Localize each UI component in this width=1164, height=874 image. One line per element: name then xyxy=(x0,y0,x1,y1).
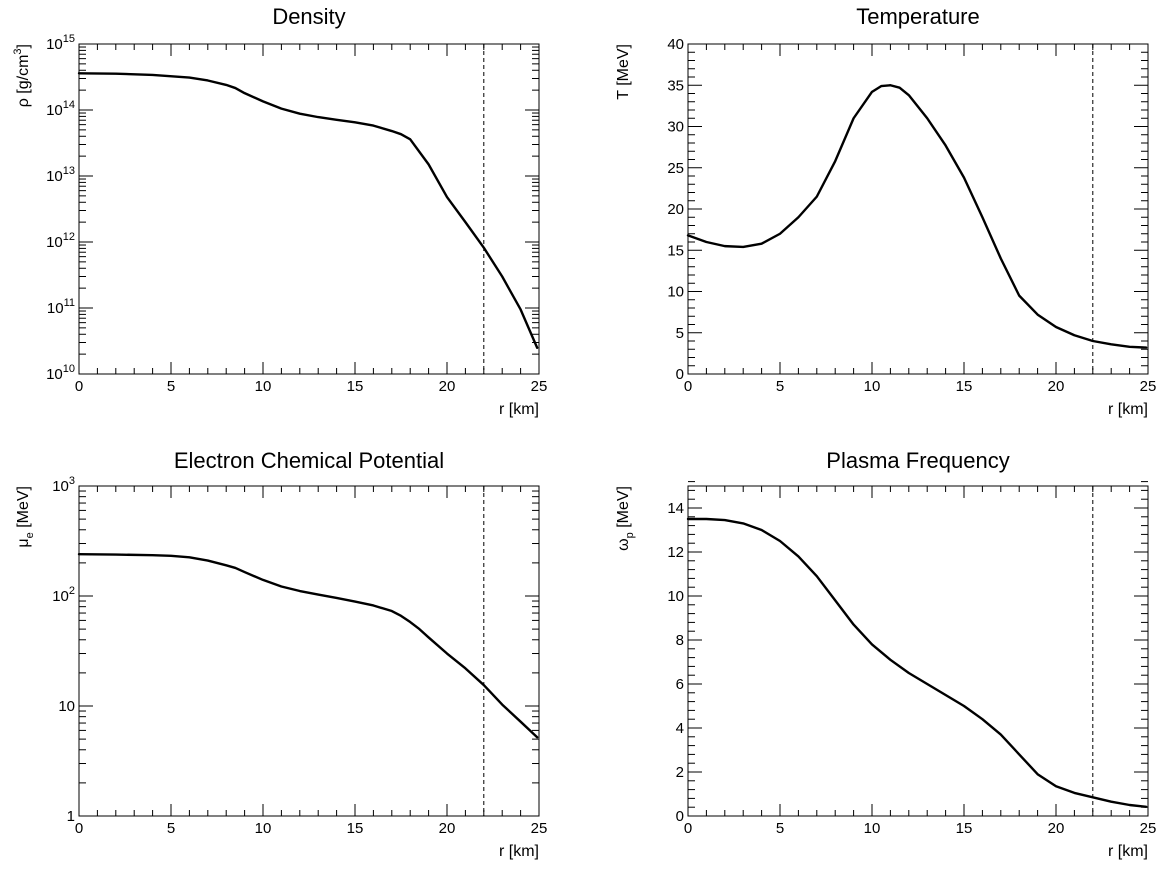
x-tick-label: 15 xyxy=(956,820,973,837)
x-tick-label: 15 xyxy=(956,378,973,395)
plot-frame xyxy=(687,43,1149,375)
y-tick-label: 35 xyxy=(667,77,684,94)
chart-title: Plasma Frequency xyxy=(826,448,1009,473)
panel-1: Temperature 0 5 10 15 20 25 0 5 10 15 20 25 30 35 40 r [… xyxy=(615,4,1156,418)
y-tick-label: 1012 xyxy=(46,231,75,251)
y-tick-label: 4 xyxy=(676,720,684,737)
y-tick-label: 20 xyxy=(667,201,684,218)
x-tick-label: 20 xyxy=(439,820,456,837)
chart-title: Temperature xyxy=(856,4,980,29)
y-tick-label: 5 xyxy=(676,325,684,342)
series-line-0 xyxy=(77,72,539,349)
y-tick-label: 1015 xyxy=(46,33,75,53)
panel-2: Electron Chemical Potential 0 5 10 15 20 25 1 10… xyxy=(15,448,547,860)
y-tick-label: 14 xyxy=(667,500,684,517)
x-tick-label: 25 xyxy=(531,820,548,837)
x-tick-label: 10 xyxy=(864,378,881,395)
x-tick-label: 20 xyxy=(1048,378,1065,395)
x-tick-label: 5 xyxy=(167,820,175,837)
y-tick-label: 30 xyxy=(667,119,684,136)
x-tick-label: 5 xyxy=(776,378,784,395)
x-tick-label: 0 xyxy=(684,378,692,395)
plot-frame xyxy=(78,43,540,375)
x-tick-label: 5 xyxy=(776,820,784,837)
x-tick-label: 20 xyxy=(439,378,456,395)
series-line-0 xyxy=(686,517,1148,808)
y-tick-label: 10 xyxy=(667,284,684,301)
y-tick-label: 1013 xyxy=(46,165,75,185)
chart-title: Electron Chemical Potential xyxy=(174,448,444,473)
y-tick-label: 0 xyxy=(676,808,684,825)
x-axis-label: r [km] xyxy=(499,843,539,860)
series-line-0 xyxy=(686,84,1148,349)
y-tick-label: 1011 xyxy=(47,297,75,317)
x-tick-label: 0 xyxy=(75,378,83,395)
y-tick-label: 8 xyxy=(676,632,684,649)
plot-frame xyxy=(78,485,540,817)
x-axis-label: r [km] xyxy=(1108,843,1148,860)
y-axis-label: μe [MeV] xyxy=(15,486,36,548)
y-tick-label: 1 xyxy=(67,808,75,825)
y-tick-label: 103 xyxy=(52,475,75,495)
y-tick-label: 0 xyxy=(676,366,684,383)
x-axis-label: r [km] xyxy=(1108,401,1148,418)
y-tick-label: 10 xyxy=(58,698,75,715)
y-axis-label: ρ [g/cm3] xyxy=(12,44,32,107)
y-tick-label: 12 xyxy=(667,544,684,561)
x-tick-label: 10 xyxy=(864,820,881,837)
y-tick-label: 1010 xyxy=(46,363,75,383)
series-line-0 xyxy=(77,552,539,739)
x-tick-label: 25 xyxy=(1140,820,1157,837)
y-tick-label: 2 xyxy=(676,764,684,781)
x-tick-label: 10 xyxy=(255,378,272,395)
x-tick-label: 20 xyxy=(1048,820,1065,837)
y-axis-label: ωp [MeV] xyxy=(615,486,636,551)
x-axis-label: r [km] xyxy=(499,401,539,418)
y-tick-label: 1014 xyxy=(46,99,75,119)
x-tick-label: 10 xyxy=(255,820,272,837)
plot-frame xyxy=(687,485,1149,817)
x-tick-label: 25 xyxy=(1140,378,1157,395)
y-tick-label: 102 xyxy=(52,585,75,605)
chart-title: Density xyxy=(272,4,345,29)
x-tick-label: 15 xyxy=(347,820,364,837)
y-tick-label: 15 xyxy=(667,242,684,259)
y-tick-label: 10 xyxy=(667,588,684,605)
y-tick-label: 6 xyxy=(676,676,684,693)
y-axis-label: T [MeV] xyxy=(615,44,632,100)
x-tick-label: 0 xyxy=(684,820,692,837)
x-tick-label: 5 xyxy=(167,378,175,395)
panel-3: Plasma Frequency 0 5 10 15 20 25 0 2 4 6 8 10 12 14 r [… xyxy=(615,448,1156,860)
x-tick-label: 0 xyxy=(75,820,83,837)
y-tick-label: 25 xyxy=(667,160,684,177)
x-tick-label: 25 xyxy=(531,378,548,395)
x-tick-label: 15 xyxy=(347,378,364,395)
y-tick-label: 40 xyxy=(667,36,684,53)
